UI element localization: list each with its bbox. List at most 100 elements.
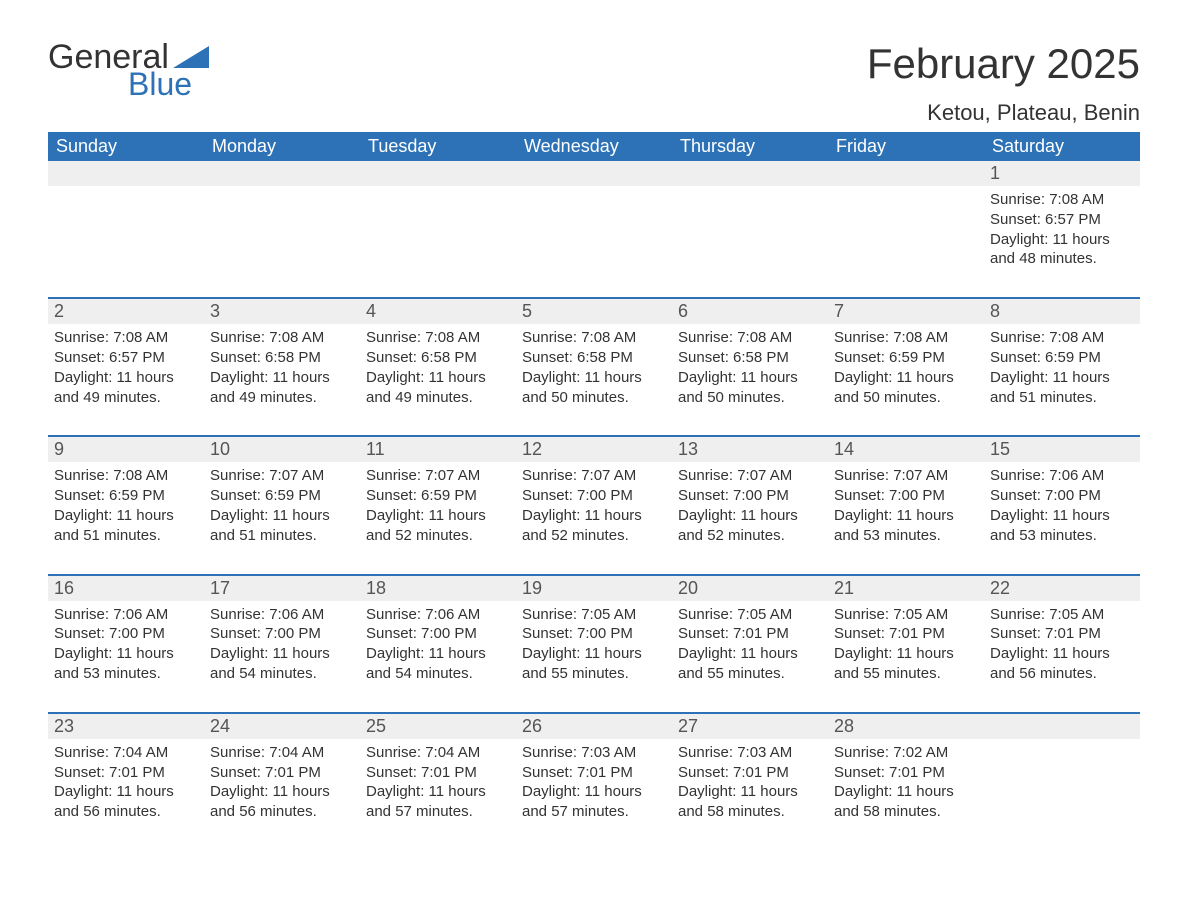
daylight-text: Daylight: 11 hours and 52 minutes. [366, 506, 510, 546]
day-cell: Sunrise: 7:08 AMSunset: 6:59 PMDaylight:… [48, 462, 204, 574]
sunrise-text: Sunrise: 7:08 AM [990, 328, 1134, 348]
day-number: 2 [48, 298, 204, 324]
day-cell: Sunrise: 7:08 AMSunset: 6:59 PMDaylight:… [828, 324, 984, 436]
day-number: 8 [984, 298, 1140, 324]
day-header: Friday [828, 132, 984, 161]
daylight-text: Daylight: 11 hours and 56 minutes. [54, 782, 198, 822]
sunset-text: Sunset: 7:01 PM [678, 624, 822, 644]
sunrise-text: Sunrise: 7:05 AM [990, 605, 1134, 625]
sunrise-text: Sunrise: 7:07 AM [210, 466, 354, 486]
day-cell [204, 186, 360, 298]
day-number-row: 2345678 [48, 298, 1140, 324]
sunrise-text: Sunrise: 7:08 AM [678, 328, 822, 348]
day-header: Thursday [672, 132, 828, 161]
day-number-row: 16171819202122 [48, 575, 1140, 601]
day-cell [984, 739, 1140, 850]
sunset-text: Sunset: 7:01 PM [210, 763, 354, 783]
day-cell: Sunrise: 7:07 AMSunset: 6:59 PMDaylight:… [204, 462, 360, 574]
sunrise-text: Sunrise: 7:07 AM [522, 466, 666, 486]
day-number: 22 [984, 575, 1140, 601]
day-number: 27 [672, 713, 828, 739]
day-cell: Sunrise: 7:04 AMSunset: 7:01 PMDaylight:… [48, 739, 204, 850]
month-title: February 2025 [867, 40, 1140, 88]
daylight-text: Daylight: 11 hours and 54 minutes. [210, 644, 354, 684]
day-cell: Sunrise: 7:08 AMSunset: 6:57 PMDaylight:… [48, 324, 204, 436]
day-cell: Sunrise: 7:03 AMSunset: 7:01 PMDaylight:… [516, 739, 672, 850]
day-content-row: Sunrise: 7:04 AMSunset: 7:01 PMDaylight:… [48, 739, 1140, 850]
day-number [984, 713, 1140, 739]
day-number: 15 [984, 436, 1140, 462]
day-number: 11 [360, 436, 516, 462]
daylight-text: Daylight: 11 hours and 55 minutes. [834, 644, 978, 684]
daylight-text: Daylight: 11 hours and 50 minutes. [522, 368, 666, 408]
day-cell [828, 186, 984, 298]
sunrise-text: Sunrise: 7:05 AM [834, 605, 978, 625]
day-header: Monday [204, 132, 360, 161]
day-number: 25 [360, 713, 516, 739]
day-number: 14 [828, 436, 984, 462]
sunset-text: Sunset: 6:59 PM [366, 486, 510, 506]
day-cell: Sunrise: 7:06 AMSunset: 7:00 PMDaylight:… [984, 462, 1140, 574]
day-cell: Sunrise: 7:08 AMSunset: 6:57 PMDaylight:… [984, 186, 1140, 298]
day-number: 24 [204, 713, 360, 739]
sunrise-text: Sunrise: 7:06 AM [366, 605, 510, 625]
sunset-text: Sunset: 7:01 PM [678, 763, 822, 783]
sunrise-text: Sunrise: 7:08 AM [522, 328, 666, 348]
sunrise-text: Sunrise: 7:08 AM [366, 328, 510, 348]
day-header-row: Sunday Monday Tuesday Wednesday Thursday… [48, 132, 1140, 161]
sunrise-text: Sunrise: 7:05 AM [678, 605, 822, 625]
day-cell: Sunrise: 7:07 AMSunset: 6:59 PMDaylight:… [360, 462, 516, 574]
location: Ketou, Plateau, Benin [867, 100, 1140, 126]
day-cell: Sunrise: 7:06 AMSunset: 7:00 PMDaylight:… [360, 601, 516, 713]
sunset-text: Sunset: 7:00 PM [522, 624, 666, 644]
day-cell: Sunrise: 7:06 AMSunset: 7:00 PMDaylight:… [204, 601, 360, 713]
sunset-text: Sunset: 7:01 PM [990, 624, 1134, 644]
sunrise-text: Sunrise: 7:06 AM [990, 466, 1134, 486]
sunrise-text: Sunrise: 7:04 AM [210, 743, 354, 763]
day-number: 10 [204, 436, 360, 462]
day-cell: Sunrise: 7:02 AMSunset: 7:01 PMDaylight:… [828, 739, 984, 850]
daylight-text: Daylight: 11 hours and 55 minutes. [522, 644, 666, 684]
day-cell: Sunrise: 7:08 AMSunset: 6:58 PMDaylight:… [360, 324, 516, 436]
sunset-text: Sunset: 6:58 PM [678, 348, 822, 368]
daylight-text: Daylight: 11 hours and 52 minutes. [678, 506, 822, 546]
sunrise-text: Sunrise: 7:08 AM [210, 328, 354, 348]
daylight-text: Daylight: 11 hours and 53 minutes. [834, 506, 978, 546]
day-cell: Sunrise: 7:07 AMSunset: 7:00 PMDaylight:… [516, 462, 672, 574]
sunrise-text: Sunrise: 7:07 AM [834, 466, 978, 486]
daylight-text: Daylight: 11 hours and 49 minutes. [54, 368, 198, 408]
sunset-text: Sunset: 6:57 PM [990, 210, 1134, 230]
daylight-text: Daylight: 11 hours and 51 minutes. [54, 506, 198, 546]
sunset-text: Sunset: 7:00 PM [678, 486, 822, 506]
day-number [828, 161, 984, 186]
sunset-text: Sunset: 7:00 PM [366, 624, 510, 644]
day-cell [360, 186, 516, 298]
day-number: 18 [360, 575, 516, 601]
calendar-table: Sunday Monday Tuesday Wednesday Thursday… [48, 132, 1140, 850]
sunset-text: Sunset: 6:57 PM [54, 348, 198, 368]
day-cell: Sunrise: 7:06 AMSunset: 7:00 PMDaylight:… [48, 601, 204, 713]
day-number: 4 [360, 298, 516, 324]
day-cell [48, 186, 204, 298]
sunrise-text: Sunrise: 7:08 AM [990, 190, 1134, 210]
sunset-text: Sunset: 7:00 PM [54, 624, 198, 644]
sunrise-text: Sunrise: 7:03 AM [678, 743, 822, 763]
daylight-text: Daylight: 11 hours and 53 minutes. [54, 644, 198, 684]
sunrise-text: Sunrise: 7:03 AM [522, 743, 666, 763]
day-content-row: Sunrise: 7:08 AMSunset: 6:57 PMDaylight:… [48, 324, 1140, 436]
daylight-text: Daylight: 11 hours and 57 minutes. [522, 782, 666, 822]
daylight-text: Daylight: 11 hours and 49 minutes. [210, 368, 354, 408]
sunset-text: Sunset: 6:58 PM [210, 348, 354, 368]
day-cell [672, 186, 828, 298]
day-cell: Sunrise: 7:08 AMSunset: 6:59 PMDaylight:… [984, 324, 1140, 436]
sunrise-text: Sunrise: 7:06 AM [210, 605, 354, 625]
day-number: 20 [672, 575, 828, 601]
sunrise-text: Sunrise: 7:02 AM [834, 743, 978, 763]
day-number-row: 1 [48, 161, 1140, 186]
sunset-text: Sunset: 7:00 PM [210, 624, 354, 644]
sunrise-text: Sunrise: 7:06 AM [54, 605, 198, 625]
logo: General Blue [48, 40, 209, 100]
daylight-text: Daylight: 11 hours and 58 minutes. [834, 782, 978, 822]
sunset-text: Sunset: 7:01 PM [366, 763, 510, 783]
day-header: Wednesday [516, 132, 672, 161]
